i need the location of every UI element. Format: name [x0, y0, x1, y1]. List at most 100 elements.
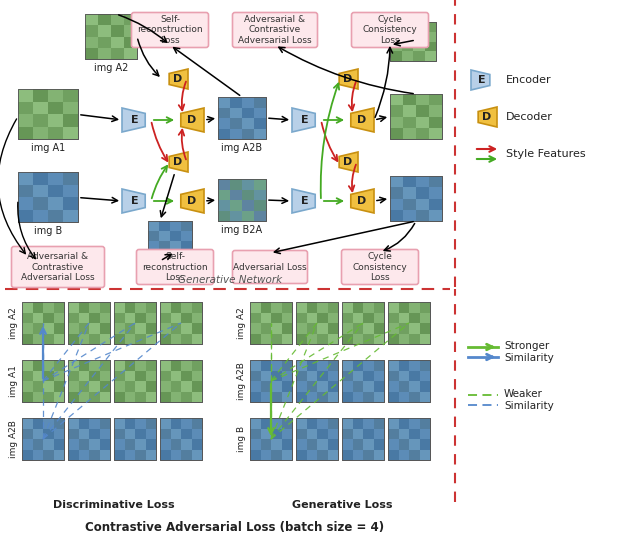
Bar: [307, 370, 317, 381]
Bar: [363, 392, 374, 402]
FancyBboxPatch shape: [136, 250, 214, 285]
Bar: [403, 105, 416, 116]
Bar: [160, 418, 202, 460]
Bar: [250, 312, 260, 323]
Bar: [181, 312, 191, 323]
Bar: [145, 360, 156, 370]
Bar: [125, 334, 135, 344]
Bar: [160, 360, 202, 402]
Bar: [43, 392, 54, 402]
Bar: [254, 179, 266, 189]
Bar: [114, 381, 125, 392]
Bar: [250, 392, 260, 402]
Bar: [18, 89, 78, 139]
Polygon shape: [122, 108, 145, 132]
Bar: [79, 392, 89, 402]
Bar: [181, 302, 191, 312]
Bar: [124, 14, 137, 25]
Polygon shape: [181, 108, 204, 132]
Bar: [114, 360, 156, 402]
Bar: [409, 418, 419, 428]
Bar: [342, 381, 353, 392]
Bar: [296, 439, 307, 449]
Bar: [388, 302, 430, 344]
Bar: [68, 418, 110, 460]
Bar: [342, 439, 353, 449]
Bar: [54, 449, 64, 460]
Bar: [342, 360, 384, 402]
Bar: [135, 360, 145, 370]
Bar: [296, 418, 338, 460]
Bar: [413, 22, 424, 32]
Bar: [79, 360, 89, 370]
Bar: [68, 418, 79, 428]
Bar: [254, 200, 266, 211]
Bar: [22, 392, 33, 402]
Bar: [191, 392, 202, 402]
Bar: [363, 439, 374, 449]
Bar: [328, 428, 338, 439]
Bar: [181, 381, 191, 392]
Bar: [18, 172, 33, 184]
Bar: [409, 370, 419, 381]
Bar: [22, 370, 33, 381]
Bar: [170, 370, 181, 381]
Bar: [401, 32, 413, 42]
Bar: [413, 42, 424, 51]
Bar: [218, 108, 230, 118]
Bar: [135, 428, 145, 439]
Bar: [250, 381, 260, 392]
Bar: [43, 449, 54, 460]
Bar: [419, 360, 430, 370]
Bar: [18, 172, 78, 222]
Bar: [114, 418, 156, 460]
Text: img A2: img A2: [94, 63, 128, 73]
Bar: [79, 312, 89, 323]
Bar: [374, 428, 384, 439]
Bar: [79, 370, 89, 381]
Bar: [328, 418, 338, 428]
Bar: [419, 381, 430, 392]
Bar: [181, 251, 192, 261]
Polygon shape: [351, 189, 374, 213]
Bar: [218, 179, 266, 221]
Bar: [342, 360, 353, 370]
Bar: [145, 302, 156, 312]
Bar: [401, 22, 413, 32]
Bar: [419, 449, 430, 460]
Bar: [307, 381, 317, 392]
Bar: [68, 360, 110, 402]
Bar: [424, 42, 436, 51]
Bar: [388, 439, 399, 449]
Bar: [124, 48, 137, 59]
Bar: [159, 251, 170, 261]
Polygon shape: [478, 107, 497, 127]
Bar: [260, 381, 271, 392]
Bar: [98, 37, 111, 48]
Bar: [170, 251, 181, 261]
Bar: [160, 360, 202, 402]
Polygon shape: [169, 69, 188, 89]
Bar: [271, 418, 282, 428]
Bar: [342, 418, 384, 460]
Bar: [317, 302, 328, 312]
Bar: [114, 370, 125, 381]
Bar: [145, 381, 156, 392]
Bar: [328, 334, 338, 344]
Bar: [353, 449, 363, 460]
Bar: [148, 221, 192, 261]
Bar: [43, 334, 54, 344]
Bar: [416, 187, 429, 198]
Bar: [307, 334, 317, 344]
Bar: [242, 129, 254, 139]
Bar: [307, 323, 317, 334]
Bar: [85, 48, 98, 59]
Bar: [160, 392, 170, 402]
Bar: [99, 360, 110, 370]
Bar: [218, 129, 230, 139]
Bar: [125, 302, 135, 312]
Bar: [33, 209, 48, 222]
Bar: [114, 428, 125, 439]
Bar: [191, 370, 202, 381]
Bar: [353, 312, 363, 323]
